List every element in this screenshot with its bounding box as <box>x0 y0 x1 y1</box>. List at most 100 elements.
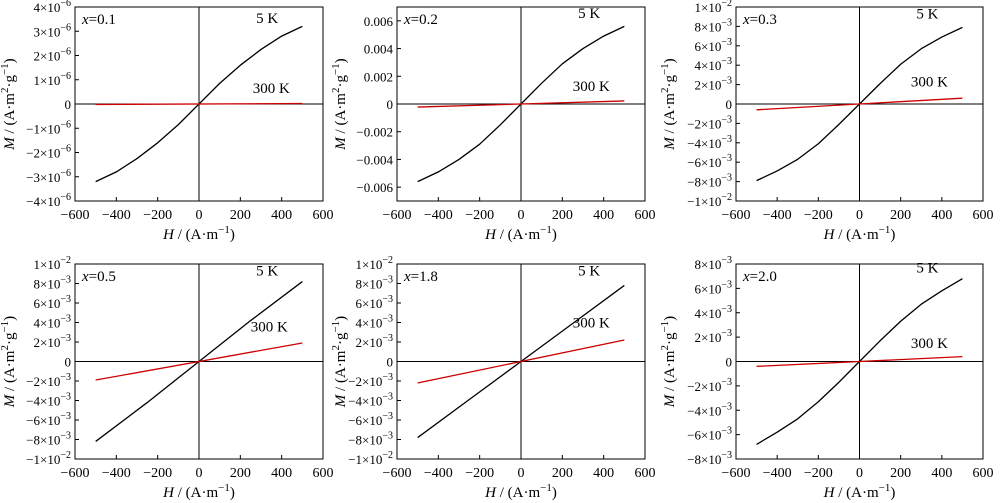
y-tick-label: 0.006 <box>364 14 394 29</box>
y-tick-label: 3×10−6 <box>34 22 71 39</box>
y-tick-label: −6×10−3 <box>687 426 732 443</box>
y-axis-label: M / (A·m2·g−1) <box>659 58 678 150</box>
y-tick-label: −2×10−3 <box>687 377 732 394</box>
x-tick-label: −400 <box>763 208 792 223</box>
curve-label: 300 K <box>573 315 610 331</box>
x-tick-label: 600 <box>973 208 994 223</box>
x-tick-label: 600 <box>313 466 334 481</box>
y-tick-label: 0.002 <box>364 69 393 84</box>
chart-panel: −600 −400 −200 0 200 400 600 −1×10−2 −8×10−3 −6×1… <box>659 0 994 243</box>
x-tick-label: 400 <box>931 466 952 481</box>
series-line <box>756 97 963 111</box>
y-tick-label: 6×10−3 <box>34 294 71 311</box>
y-tick-label: −6×10−3 <box>348 411 393 428</box>
x-tick-label: −200 <box>465 466 494 481</box>
x-tick-label: −400 <box>102 466 131 481</box>
panel-label: x=0.2 <box>403 12 438 28</box>
y-tick-label: 0 <box>65 97 72 112</box>
x-tick-label: 600 <box>973 466 994 481</box>
y-tick-label: 4×10−3 <box>695 304 732 321</box>
x-tick-label: −600 <box>383 208 412 223</box>
panel-label: x=1.8 <box>403 269 438 285</box>
x-axis-label: H / (A·m−1) <box>484 482 557 501</box>
y-tick-label: 4×10−6 <box>34 0 71 15</box>
y-tick-label: 2×10−3 <box>356 333 393 350</box>
y-tick-label: −2×10−3 <box>687 114 732 131</box>
y-tick-label: −0.002 <box>356 125 393 140</box>
y-tick-label: 1×10−2 <box>695 0 732 15</box>
y-tick-label: 2×10−3 <box>695 328 732 345</box>
y-tick-label: −1×10−2 <box>348 450 393 467</box>
x-axis-label: H / (A·m−1) <box>823 224 896 243</box>
x-tick-label: 200 <box>552 466 573 481</box>
x-tick-label: −400 <box>424 466 453 481</box>
panel-label: x=0.1 <box>81 12 116 28</box>
x-tick-label: 200 <box>890 208 911 223</box>
y-tick-label: 2×10−6 <box>34 47 71 64</box>
curve-label: 300 K <box>573 79 610 95</box>
curve-label: 300 K <box>911 75 948 91</box>
y-tick-label: −2×10−6 <box>26 144 71 161</box>
x-tick-label: 0 <box>856 466 863 481</box>
x-axis-label: H / (A·m−1) <box>162 224 235 243</box>
y-tick-label: −3×10−6 <box>26 168 71 185</box>
y-tick-label: −4×10−6 <box>26 192 71 209</box>
x-tick-label: 0 <box>856 208 863 223</box>
y-tick-label: 0.004 <box>364 42 394 57</box>
x-tick-label: −400 <box>102 208 131 223</box>
x-tick-label: 0 <box>196 466 203 481</box>
series-line <box>95 102 303 106</box>
y-axis-label: M / (A·m2·g−1) <box>330 316 349 408</box>
y-tick-label: 2×10−3 <box>34 333 71 350</box>
y-tick-label: −0.006 <box>356 180 393 195</box>
series-line <box>756 355 963 368</box>
y-axis-label: M / (A·m2·g−1) <box>330 58 349 150</box>
x-tick-label: 400 <box>593 208 614 223</box>
x-tick-label: 0 <box>196 208 203 223</box>
y-tick-label: 0 <box>387 355 394 370</box>
chart-panel: −600 −400 −200 0 200 400 600 −1×10−2 −8×10−3 −6×1… <box>0 255 334 501</box>
y-tick-label: −4×10−3 <box>26 392 71 409</box>
y-tick-label: 8×10−3 <box>34 275 71 292</box>
y-tick-label: −2×10−3 <box>26 372 71 389</box>
x-tick-label: 200 <box>230 208 251 223</box>
y-tick-label: 6×10−3 <box>356 294 393 311</box>
y-tick-label: 4×10−3 <box>356 314 393 331</box>
y-tick-label: −6×10−3 <box>687 153 732 170</box>
y-tick-label: −2×10−3 <box>348 372 393 389</box>
curve-label: 5 K <box>578 264 600 280</box>
y-tick-label: 0 <box>726 355 733 370</box>
x-tick-label: 600 <box>635 208 656 223</box>
x-tick-label: −400 <box>763 466 792 481</box>
x-tick-label: 0 <box>518 466 525 481</box>
x-tick-label: −600 <box>722 208 751 223</box>
x-tick-label: −200 <box>804 208 833 223</box>
chart-panel: −600 −400 −200 0 200 400 600 −4×10−6 −3×10−6 −2×1… <box>0 0 334 243</box>
y-tick-label: 8×10−3 <box>356 275 393 292</box>
panel-label: x=0.5 <box>81 269 116 285</box>
y-tick-label: 1×10−6 <box>34 71 71 88</box>
curve-label: 300 K <box>251 319 288 335</box>
x-axis-label: H / (A·m−1) <box>484 224 557 243</box>
chart-panel: −600 −400 −200 0 200 400 600 −8×10−3 −6×10−3 −4×1… <box>659 255 994 501</box>
curve-label: 300 K <box>253 81 290 97</box>
x-tick-label: 400 <box>271 208 292 223</box>
y-tick-label: −4×10−3 <box>348 392 393 409</box>
curve-label: 5 K <box>916 261 938 277</box>
y-tick-label: 8×10−3 <box>695 17 732 34</box>
x-tick-label: 600 <box>313 208 334 223</box>
y-tick-label: −4×10−3 <box>687 401 732 418</box>
series-line <box>417 339 625 384</box>
x-tick-label: −200 <box>143 208 172 223</box>
y-tick-label: −4×10−3 <box>687 134 732 151</box>
y-tick-label: 1×10−2 <box>34 255 71 272</box>
y-tick-label: −8×10−3 <box>348 431 393 448</box>
x-tick-label: 0 <box>518 208 525 223</box>
y-tick-label: −1×10−2 <box>26 450 71 467</box>
y-tick-label: 2×10−3 <box>695 76 732 93</box>
y-tick-label: −1×10−2 <box>687 192 732 209</box>
x-tick-label: −200 <box>804 466 833 481</box>
x-tick-label: 200 <box>552 208 573 223</box>
x-tick-label: −200 <box>465 208 494 223</box>
